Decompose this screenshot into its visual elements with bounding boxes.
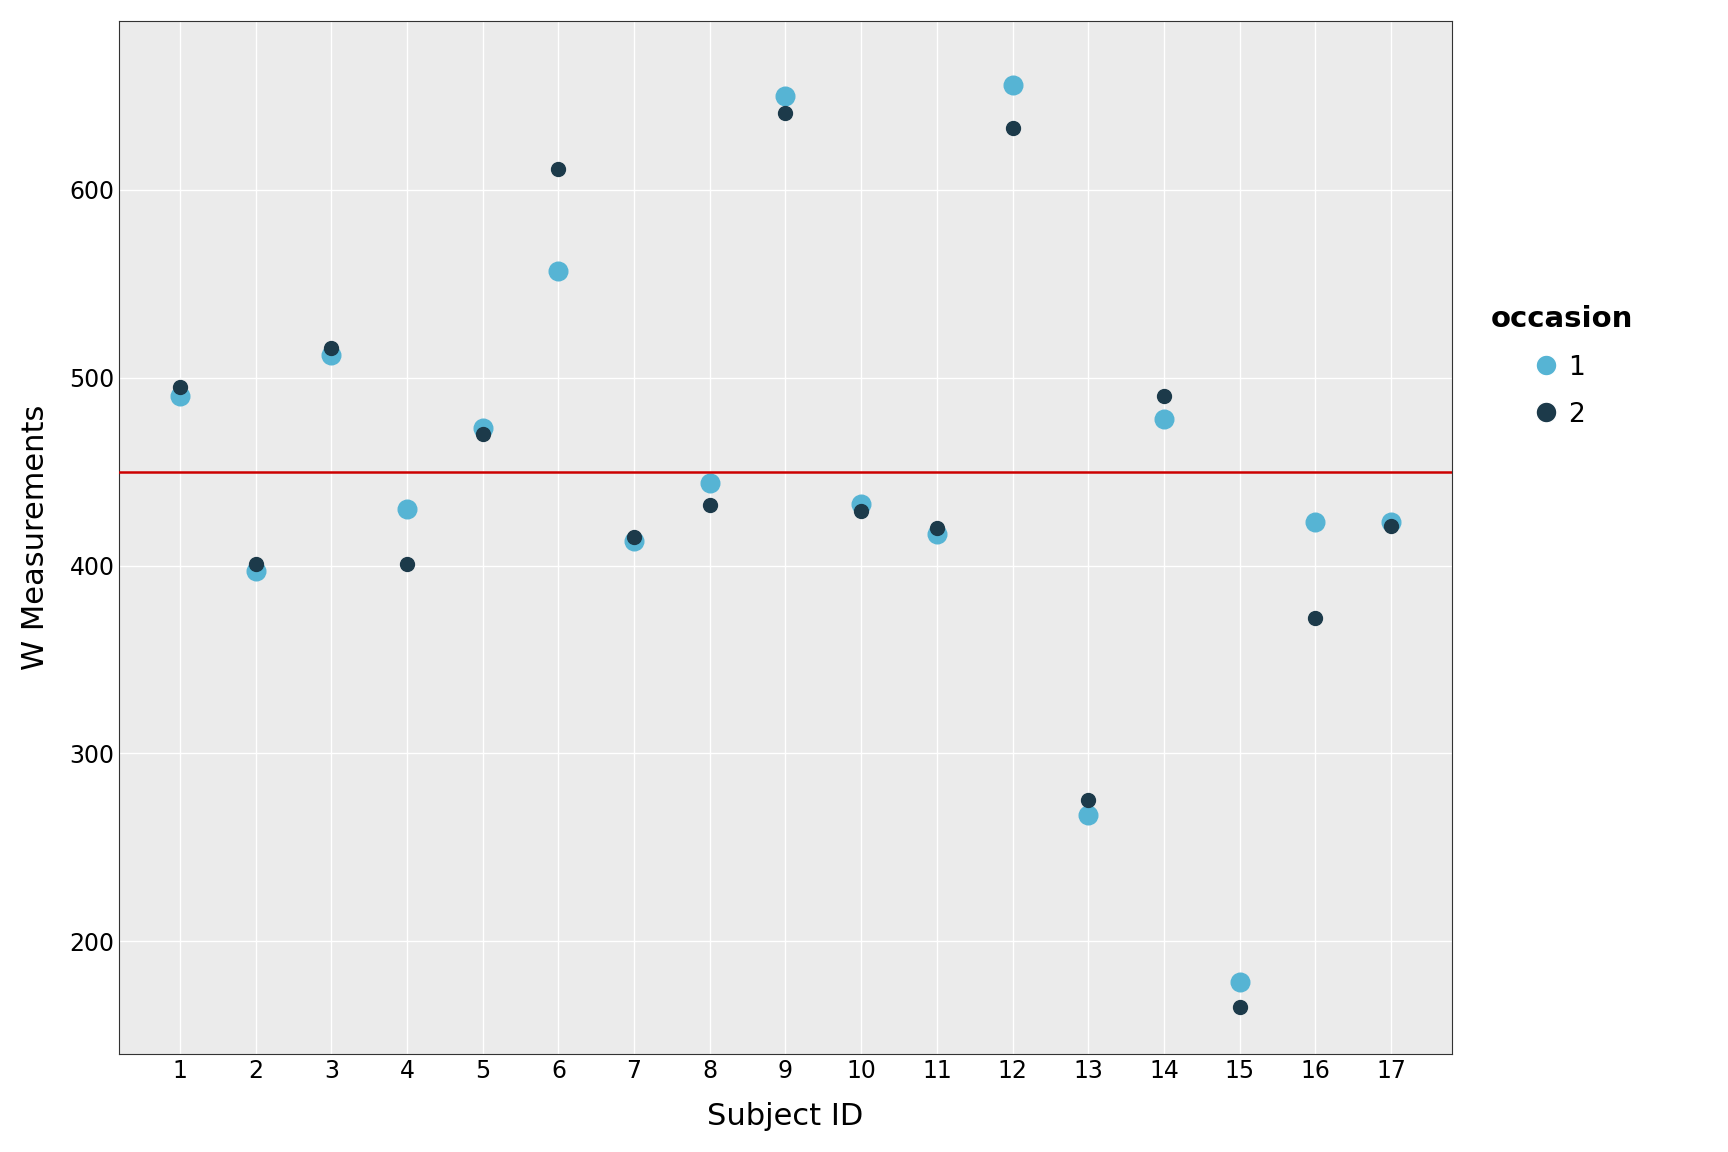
- 2: [544, 160, 572, 179]
- Legend: 1, 2: 1, 2: [1477, 293, 1647, 441]
- 1: [923, 524, 950, 543]
- 2: [394, 554, 422, 573]
- 2: [468, 425, 496, 444]
- 1: [1301, 513, 1329, 531]
- 2: [696, 497, 724, 515]
- Y-axis label: W Measurements: W Measurements: [21, 404, 50, 670]
- 2: [1151, 387, 1178, 406]
- 2: [166, 378, 194, 396]
- 1: [1225, 973, 1253, 992]
- 1: [544, 262, 572, 280]
- 2: [1225, 998, 1253, 1016]
- 1: [1151, 410, 1178, 429]
- 2: [1377, 517, 1405, 536]
- 2: [242, 554, 270, 573]
- 1: [318, 346, 346, 364]
- 1: [468, 419, 496, 438]
- 2: [847, 502, 874, 521]
- 2: [620, 528, 648, 546]
- 1: [394, 500, 422, 518]
- 1: [1075, 806, 1102, 825]
- 2: [772, 104, 800, 122]
- 2: [1301, 609, 1329, 628]
- 1: [242, 562, 270, 581]
- 1: [620, 532, 648, 551]
- 2: [999, 119, 1026, 137]
- 1: [772, 86, 800, 105]
- 1: [1377, 513, 1405, 531]
- 1: [847, 494, 874, 513]
- 1: [696, 473, 724, 492]
- X-axis label: Subject ID: Subject ID: [707, 1102, 864, 1131]
- 1: [999, 76, 1026, 94]
- 2: [318, 339, 346, 357]
- 2: [1075, 791, 1102, 810]
- 1: [166, 387, 194, 406]
- 2: [923, 518, 950, 537]
